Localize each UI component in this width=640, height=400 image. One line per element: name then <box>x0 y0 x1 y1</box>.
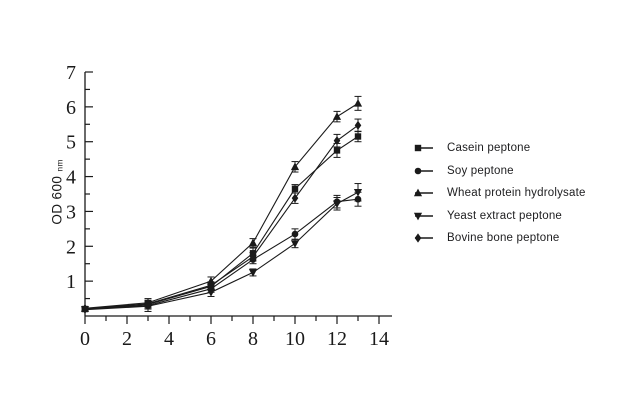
legend-item-wheat: Wheat protein hydrolysate <box>413 187 586 199</box>
x-tick-label: 10 <box>285 328 305 350</box>
x-tick-label: 12 <box>327 328 347 350</box>
x-tick-label: 0 <box>80 328 90 350</box>
legend: Casein peptone Soy peptone Wheat protein… <box>413 142 586 244</box>
y-tick-label: 7 <box>66 62 76 84</box>
y-tick-label: 5 <box>66 132 76 154</box>
series-soy <box>81 191 362 313</box>
y-tick-label: 6 <box>66 97 76 119</box>
square-marker-icon <box>414 144 433 152</box>
legend-label: Wheat protein hydrolysate <box>447 187 586 199</box>
legend-item-yeast: Yeast extract peptone <box>413 210 586 222</box>
legend-label: Soy peptone <box>447 164 514 177</box>
x-tick-label: 2 <box>122 328 132 350</box>
x-tick-label: 14 <box>369 328 389 350</box>
legend-item-bovine: Bovine bone peptone <box>413 232 586 244</box>
circle-marker-icon <box>414 167 433 174</box>
y-axis-label-subscript: nm <box>54 159 65 172</box>
series-wheat <box>80 95 363 312</box>
legend-item-soy: Soy peptone <box>413 165 586 177</box>
y-axis-label: OD 600 nm <box>50 159 65 224</box>
x-tick-label: 4 <box>164 328 174 350</box>
diamond-marker-icon <box>414 233 433 243</box>
legend-item-casein: Casein peptone <box>413 142 586 154</box>
y-tick-label: 4 <box>66 167 76 189</box>
x-tick-label: 6 <box>206 328 216 350</box>
y-axis-label-text: OD 600 <box>49 175 65 225</box>
triangle-up-marker-icon <box>413 188 433 197</box>
legend-label: Yeast extract peptone <box>447 209 563 222</box>
legend-label: Bovine bone peptone <box>447 232 560 244</box>
y-tick-label: 1 <box>66 271 76 293</box>
x-tick-label: 8 <box>248 328 258 350</box>
y-tick-label: 3 <box>66 201 76 223</box>
legend-label: Casein peptone <box>447 142 531 154</box>
series-bovine <box>81 118 362 314</box>
series-yeast <box>80 183 363 315</box>
triangle-down-marker-icon <box>413 212 433 220</box>
y-tick-label: 2 <box>66 236 76 258</box>
series-casein <box>81 130 362 313</box>
